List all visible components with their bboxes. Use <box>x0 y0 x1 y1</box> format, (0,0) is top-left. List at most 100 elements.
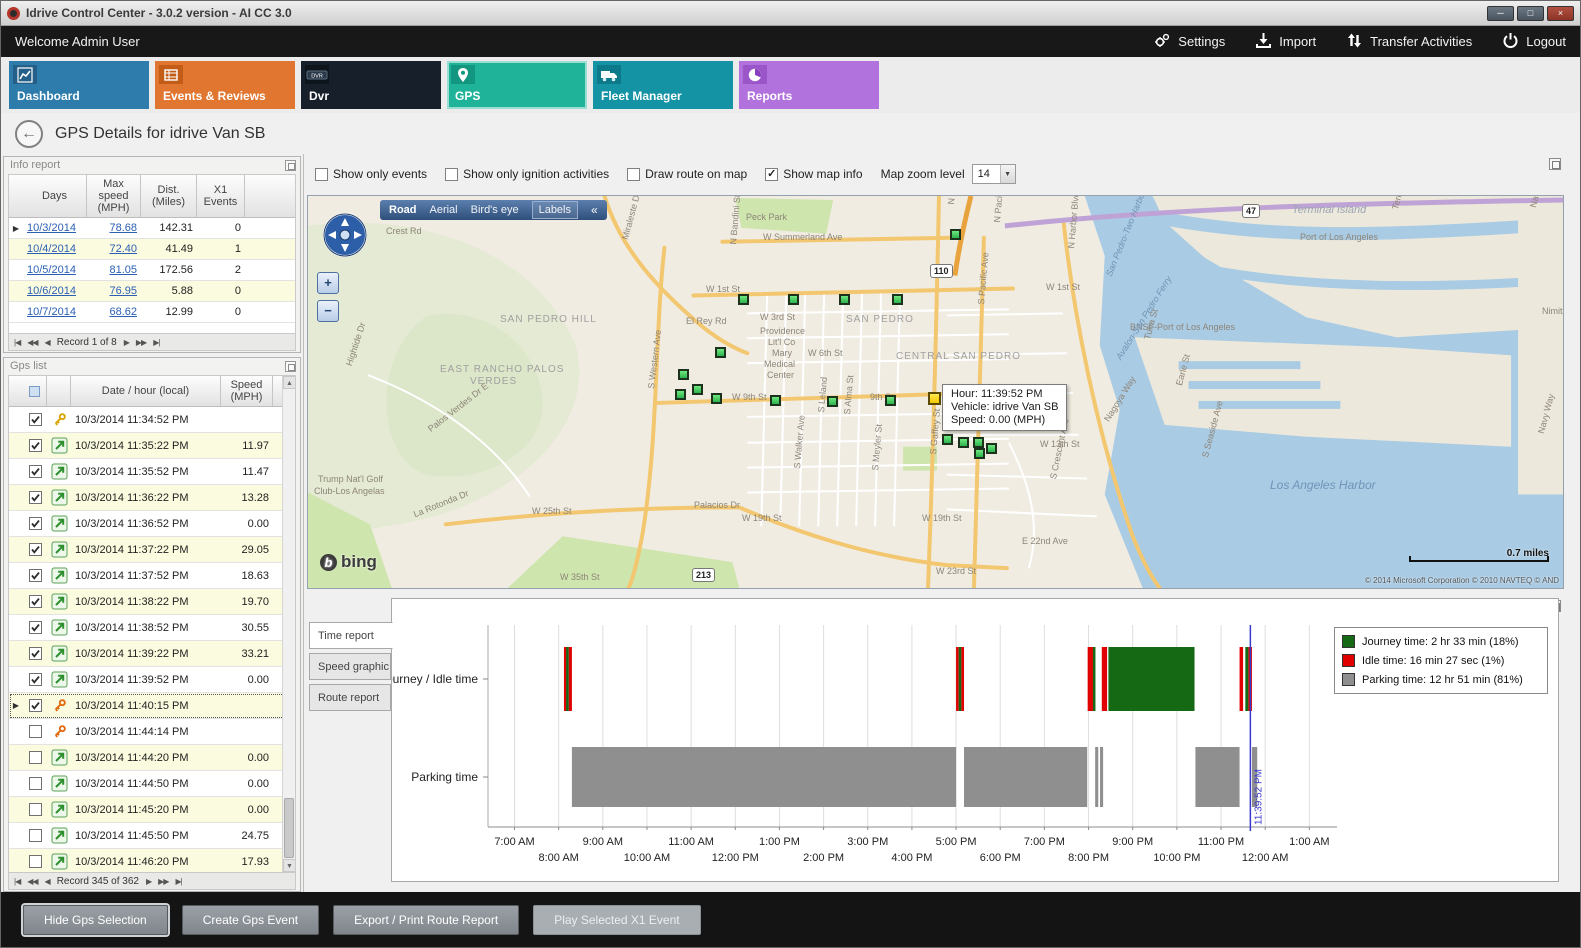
row-checkbox[interactable] <box>23 777 47 790</box>
gps-list-scrollbar[interactable]: ▲ ▼ <box>282 376 295 872</box>
checkbox-show-map-info[interactable]: ✓ Show map info <box>765 167 863 181</box>
day-link[interactable]: 10/7/2014 <box>27 306 76 318</box>
gps-marker[interactable] <box>715 347 726 358</box>
export-print-route-report-button[interactable]: Export / Print Route Report <box>333 904 520 935</box>
day-link[interactable]: 10/3/2014 <box>27 222 76 234</box>
tab-speed-graphic[interactable]: Speed graphic <box>309 653 391 680</box>
gps-marker[interactable] <box>958 437 969 448</box>
nav-tile-dashboard[interactable]: Dashboard <box>9 61 149 109</box>
info-report-row[interactable]: 10/4/2014 72.40 41.49 1 <box>9 239 295 260</box>
pager-next-icon[interactable]: ▶▶ <box>158 876 169 886</box>
day-link[interactable]: 10/5/2014 <box>27 264 76 276</box>
gps-marker[interactable] <box>678 369 689 380</box>
gps-list-row[interactable]: 10/3/2014 11:44:14 PM <box>9 719 295 745</box>
nav-tile-gps[interactable]: GPS <box>447 61 587 109</box>
row-checkbox[interactable] <box>23 699 47 712</box>
info-report-row[interactable]: 10/7/2014 68.62 12.99 0 <box>9 302 295 323</box>
row-checkbox[interactable] <box>23 491 47 504</box>
checkbox-icon[interactable] <box>627 167 641 181</box>
gps-list-row[interactable]: 10/3/2014 11:46:20 PM 17.93 <box>9 849 295 872</box>
gps-marker[interactable] <box>973 437 984 448</box>
map-view-aerial[interactable]: Aerial <box>429 204 458 216</box>
row-checkbox[interactable] <box>23 751 47 764</box>
map-view-bird-s-eye[interactable]: Bird's eye <box>470 204 519 216</box>
info-report-collapse-icon[interactable] <box>285 160 296 171</box>
max-speed-link[interactable]: 76.95 <box>109 285 137 297</box>
gps-marker[interactable] <box>738 294 749 305</box>
pager-prev-icon[interactable]: ◀◀ <box>27 337 38 347</box>
row-checkbox[interactable] <box>23 855 47 868</box>
row-checkbox[interactable] <box>23 465 47 478</box>
menu-logout[interactable]: Logout <box>1502 32 1566 52</box>
pager-prev-icon[interactable]: ◀◀ <box>27 876 38 886</box>
nav-tile-fleet-manager[interactable]: Fleet Manager <box>593 61 733 109</box>
row-checkbox[interactable] <box>23 673 47 686</box>
row-checkbox[interactable] <box>23 803 47 816</box>
map-view-labels[interactable]: Labels <box>531 201 578 219</box>
gps-list-row[interactable]: 10/3/2014 11:37:52 PM 18.63 <box>9 563 295 589</box>
gps-marker[interactable] <box>788 294 799 305</box>
gps-list-row[interactable]: 10/3/2014 11:39:52 PM 0.00 <box>9 667 295 693</box>
checkbox-draw-route-on-map[interactable]: Draw route on map <box>627 167 747 181</box>
day-link[interactable]: 10/6/2014 <box>27 285 76 297</box>
hide-gps-selection-button[interactable]: Hide Gps Selection <box>23 904 168 935</box>
gps-marker[interactable] <box>942 434 953 445</box>
row-checkbox[interactable] <box>23 725 47 738</box>
scroll-thumb[interactable] <box>284 798 294 858</box>
gps-marker[interactable] <box>974 448 985 459</box>
gps-list-row[interactable]: 10/3/2014 11:36:22 PM 13.28 <box>9 485 295 511</box>
gps-list-row[interactable]: 10/3/2014 11:45:20 PM 0.00 <box>9 797 295 823</box>
pager-next-icon[interactable]: ▶▶ <box>135 337 147 347</box>
minimize-button[interactable]: ─ <box>1487 5 1514 21</box>
checkbox-show-only-ignition-activities[interactable]: Show only ignition activities <box>445 167 609 181</box>
max-speed-link[interactable]: 81.05 <box>109 264 137 276</box>
pager-prev-icon[interactable]: |◀ <box>14 337 21 347</box>
gps-list-row[interactable]: 10/3/2014 11:38:22 PM 19.70 <box>9 589 295 615</box>
gps-marker[interactable] <box>692 384 703 395</box>
select-all-checkbox[interactable] <box>23 376 47 406</box>
gps-marker[interactable] <box>770 395 781 406</box>
info-report-row[interactable]: 10/5/2014 81.05 172.56 2 <box>9 260 295 281</box>
pager-next-icon[interactable]: ▶ <box>145 876 152 886</box>
pager-prev-icon[interactable]: ◀ <box>44 337 51 347</box>
checkbox-checked-icon[interactable]: ✓ <box>765 167 779 181</box>
map-zoom-select[interactable]: 14 ▼ <box>971 164 1016 184</box>
gps-marker[interactable] <box>839 294 850 305</box>
row-checkbox[interactable] <box>23 647 47 660</box>
row-checkbox[interactable] <box>23 517 47 530</box>
gps-marker[interactable] <box>827 396 838 407</box>
row-checkbox[interactable] <box>23 413 47 426</box>
col-x1-events[interactable]: X1 Events <box>197 175 245 217</box>
play-selected-x1-event-button[interactable]: Play Selected X1 Event <box>533 904 701 935</box>
menu-transfer-activities[interactable]: Transfer Activities <box>1346 32 1472 52</box>
nav-tile-reports[interactable]: Reports <box>739 61 879 109</box>
gps-marker[interactable] <box>675 389 686 400</box>
gps-list-row[interactable]: 10/3/2014 11:36:52 PM 0.00 <box>9 511 295 537</box>
collapse-viewbar-icon[interactable]: « <box>591 203 598 217</box>
gps-marker[interactable] <box>892 294 903 305</box>
row-checkbox[interactable] <box>23 439 47 452</box>
gps-marker[interactable] <box>950 229 961 240</box>
info-report-row[interactable]: ▶ 10/3/2014 78.68 142.31 0 <box>9 218 295 239</box>
gps-list-row[interactable]: 10/3/2014 11:37:22 PM 29.05 <box>9 537 295 563</box>
gps-list-collapse-icon[interactable] <box>285 361 296 372</box>
map-view-road[interactable]: Road <box>389 204 417 216</box>
gps-marker[interactable] <box>986 443 997 454</box>
gps-list-row[interactable]: 10/3/2014 11:44:50 PM 0.00 <box>9 771 295 797</box>
row-checkbox[interactable] <box>23 829 47 842</box>
gps-marker[interactable] <box>885 395 896 406</box>
tab-route-report[interactable]: Route report <box>309 684 391 711</box>
map-panel-expand-icon[interactable] <box>1549 158 1561 170</box>
gps-list-row[interactable]: 10/3/2014 11:39:22 PM 33.21 <box>9 641 295 667</box>
info-report-row[interactable]: 10/6/2014 76.95 5.88 0 <box>9 281 295 302</box>
col-dist[interactable]: Dist. (Miles) <box>141 175 197 217</box>
col-days[interactable]: Days <box>23 175 87 217</box>
checkbox-icon[interactable] <box>445 167 459 181</box>
checkbox-icon[interactable] <box>315 167 328 181</box>
menu-import[interactable]: Import <box>1255 32 1316 52</box>
tab-time-report[interactable]: Time report <box>309 622 393 649</box>
row-checkbox[interactable] <box>23 543 47 556</box>
selected-gps-marker[interactable] <box>928 392 941 405</box>
gps-list-row[interactable]: 10/3/2014 11:34:52 PM <box>9 407 295 433</box>
menu-settings[interactable]: Settings <box>1154 32 1225 52</box>
